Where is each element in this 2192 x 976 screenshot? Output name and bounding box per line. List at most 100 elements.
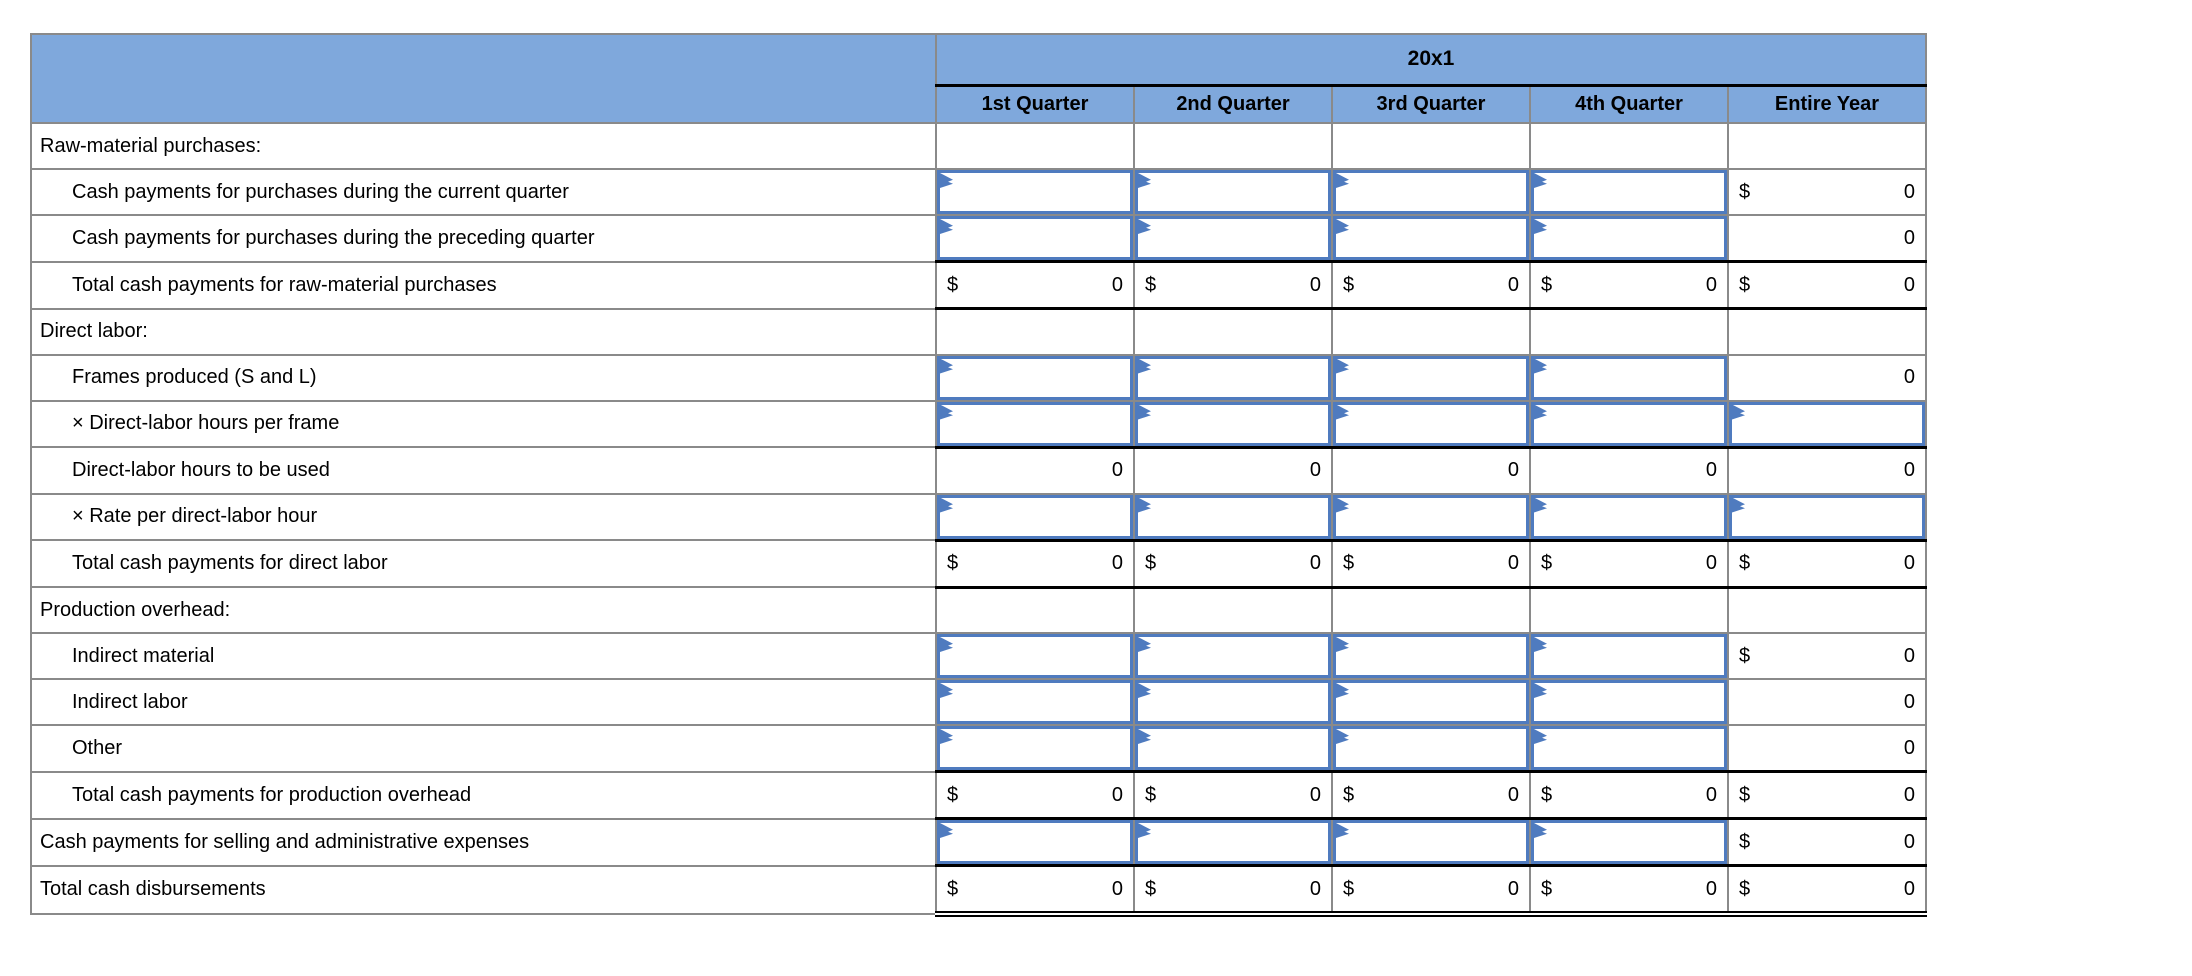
input-flag-icon: [940, 497, 953, 513]
value-cell: $0: [1529, 260, 1729, 310]
table-row: Cash payments for purchases during the p…: [30, 214, 1927, 263]
value-cell: $0: [1529, 864, 1729, 917]
value-cell: 0: [1727, 353, 1927, 402]
input-cell: [1331, 353, 1531, 402]
input-field[interactable]: [1135, 820, 1331, 864]
input-cell: [1133, 724, 1333, 773]
input-field[interactable]: [1531, 355, 1727, 400]
input-cell: [1133, 168, 1333, 216]
input-field[interactable]: [1333, 170, 1529, 214]
input-cell: [1331, 678, 1531, 726]
input-flag-icon: [1336, 173, 1349, 188]
currency-symbol: $: [947, 273, 959, 296]
empty-cell: [1727, 122, 1927, 170]
empty-cell: [1133, 122, 1333, 170]
value-cell: $0: [935, 260, 1135, 310]
input-field[interactable]: [937, 355, 1133, 400]
value-cell: $0: [1727, 538, 1927, 589]
input-cell: [1529, 724, 1729, 773]
input-field[interactable]: [937, 170, 1133, 214]
input-field[interactable]: [1135, 170, 1331, 214]
input-field[interactable]: [1333, 634, 1529, 678]
input-field[interactable]: [937, 680, 1133, 724]
input-flag-icon: [1534, 729, 1547, 744]
input-cell: [935, 168, 1135, 216]
input-field[interactable]: [1333, 494, 1529, 539]
value-wrap: $0: [1135, 773, 1331, 817]
cell-value: 0: [1705, 877, 1717, 900]
input-cell: [935, 817, 1135, 867]
value-cell: 0: [1727, 214, 1927, 263]
input-field[interactable]: [1729, 494, 1925, 539]
row-label: Total cash disbursements: [30, 864, 937, 915]
input-field[interactable]: [1135, 726, 1331, 770]
currency-symbol: $: [1541, 783, 1553, 806]
cell-value: 0: [1903, 180, 1915, 203]
value-cell: $0: [1727, 864, 1927, 917]
input-field[interactable]: [1531, 494, 1727, 539]
input-field[interactable]: [1135, 355, 1331, 400]
input-field[interactable]: [937, 401, 1133, 446]
input-field[interactable]: [1531, 401, 1727, 446]
input-field[interactable]: [1531, 170, 1727, 214]
currency-symbol: $: [947, 877, 959, 900]
input-field[interactable]: [1135, 401, 1331, 446]
currency-symbol: $: [1541, 273, 1553, 296]
input-cell: [1529, 168, 1729, 216]
input-cell: [1331, 632, 1531, 680]
input-field[interactable]: [1729, 401, 1925, 446]
input-field[interactable]: [937, 216, 1133, 260]
empty-cell: [935, 307, 1135, 356]
input-field[interactable]: [1135, 216, 1331, 260]
row-label: Cash payments for purchases during the c…: [30, 168, 937, 216]
input-flag-icon: [1534, 173, 1547, 188]
input-field[interactable]: [1135, 680, 1331, 724]
value-wrap: $0: [937, 867, 1133, 911]
currency-symbol: $: [1145, 273, 1157, 296]
cell-value: 0: [1309, 459, 1321, 481]
input-field[interactable]: [1531, 726, 1727, 770]
input-cell: [1529, 817, 1729, 867]
input-cell: [1529, 678, 1729, 726]
input-field[interactable]: [937, 494, 1133, 539]
value-cell: $0: [1727, 168, 1927, 216]
value-wrap: $0: [937, 542, 1133, 586]
currency-symbol: $: [1739, 830, 1751, 853]
currency-symbol: $: [947, 552, 959, 574]
input-cell: [935, 724, 1135, 773]
input-field[interactable]: [937, 820, 1133, 864]
input-cell: [935, 353, 1135, 402]
input-field[interactable]: [1333, 680, 1529, 724]
value-cell: $0: [1133, 260, 1333, 310]
cell-value: 0: [1903, 226, 1915, 249]
cell-value: 0: [1309, 783, 1321, 806]
cell-value: 0: [1903, 273, 1915, 296]
input-field[interactable]: [1135, 634, 1331, 678]
input-field[interactable]: [937, 726, 1133, 770]
input-field[interactable]: [1333, 401, 1529, 446]
input-flag-icon: [940, 729, 953, 744]
input-field[interactable]: [1333, 820, 1529, 864]
input-field[interactable]: [1333, 355, 1529, 400]
input-field[interactable]: [1135, 494, 1331, 539]
value-cell: $0: [1529, 770, 1729, 820]
input-cell: [935, 492, 1135, 541]
empty-cell: [1133, 586, 1333, 634]
input-cell: [1133, 678, 1333, 726]
table-row: Indirect labor 0: [30, 678, 1927, 726]
currency-symbol: $: [1739, 273, 1751, 296]
value-cell: $0: [935, 770, 1135, 820]
input-field[interactable]: [1531, 216, 1727, 260]
input-flag-icon: [1534, 683, 1547, 698]
input-cell: [1331, 214, 1531, 263]
input-field[interactable]: [1531, 680, 1727, 724]
input-flag-icon: [1138, 683, 1151, 698]
input-field[interactable]: [1333, 726, 1529, 770]
column-header-entire-year: Entire Year: [1727, 84, 1927, 124]
value-wrap: $0: [1333, 263, 1529, 307]
input-field[interactable]: [1333, 216, 1529, 260]
input-field[interactable]: [1531, 820, 1727, 864]
input-flag-icon: [940, 823, 953, 838]
input-field[interactable]: [1531, 634, 1727, 678]
input-field[interactable]: [937, 634, 1133, 678]
